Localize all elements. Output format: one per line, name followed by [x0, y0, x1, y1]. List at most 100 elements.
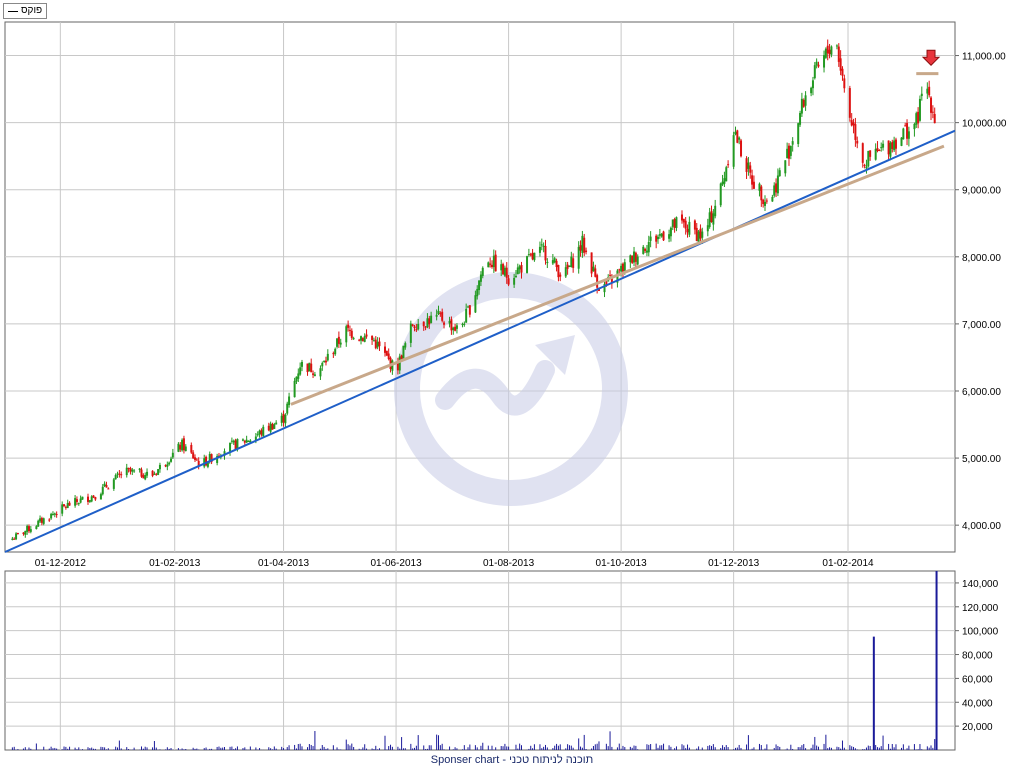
candle-body [385, 350, 388, 356]
candle-body [826, 45, 829, 54]
legend[interactable]: פוקס [3, 3, 48, 19]
candle-body [618, 269, 621, 271]
candle-body [695, 227, 698, 241]
candle-body [623, 262, 626, 273]
candle-body [786, 148, 789, 159]
candle-body [428, 318, 431, 325]
candle-body [234, 440, 237, 449]
candle-body [387, 353, 390, 360]
candle-body [260, 430, 263, 435]
candle-body [917, 111, 920, 124]
candle-body [26, 525, 29, 532]
candle-body [15, 533, 18, 540]
candle-body [533, 252, 536, 261]
candle-body [210, 454, 213, 463]
candle-body [413, 326, 416, 328]
candle-body [784, 160, 787, 174]
candle-body [345, 326, 348, 343]
volume-y-tick-label: 60,000 [962, 674, 993, 685]
candle-body [867, 150, 870, 167]
candle-body [893, 140, 896, 151]
candle-body [166, 464, 169, 467]
candle-body [787, 145, 790, 159]
candle-body [649, 236, 652, 241]
candle-body [655, 235, 658, 242]
candle-body [269, 423, 272, 432]
candle-body [55, 514, 58, 516]
candle-body [468, 305, 471, 315]
volume-y-tick-label: 80,000 [962, 651, 993, 662]
candle-body [350, 330, 353, 338]
x-tick-label: 01-12-2012 [35, 558, 87, 569]
candle-body [321, 363, 324, 367]
candle-body [465, 308, 468, 323]
candle-body [223, 451, 226, 456]
candle-body [564, 267, 567, 277]
candle-body [42, 518, 45, 524]
candle-body [662, 231, 665, 241]
candle-body [791, 141, 794, 145]
candle-body [461, 324, 464, 326]
candle-body [799, 113, 802, 125]
candle-body [904, 125, 907, 127]
candle-body [557, 264, 560, 278]
candle-body [810, 87, 813, 94]
candle-body [529, 254, 532, 256]
candle-body [463, 323, 466, 325]
candle-body [889, 142, 892, 157]
candle-body [284, 414, 287, 424]
candle-body [671, 219, 674, 227]
candle-body [633, 251, 636, 263]
y-tick-label: 10,000.00 [962, 119, 1007, 130]
candle-body [365, 334, 368, 337]
candle-body [417, 323, 420, 330]
candle-body [566, 264, 569, 269]
candle-body [930, 97, 933, 113]
candle-body [337, 336, 340, 344]
candle-body [734, 131, 737, 135]
candle-body [197, 460, 200, 467]
candle-body [657, 236, 660, 240]
candle-body [714, 205, 717, 217]
legend-label: פוקס [21, 5, 43, 16]
candle-body [171, 452, 174, 458]
candle-body [900, 137, 903, 146]
candle-body [660, 233, 663, 237]
candle-body [402, 345, 405, 360]
candle-body [142, 475, 145, 479]
candle-body [668, 234, 671, 239]
candle-body [712, 213, 715, 225]
candle-body [594, 268, 597, 277]
candle-body [334, 348, 337, 355]
candle-body [426, 318, 429, 328]
candle-body [94, 497, 97, 500]
candle-body [811, 80, 814, 89]
candle-body [164, 465, 167, 467]
candle-body [732, 135, 735, 167]
candle-body [789, 145, 792, 156]
candle-body [168, 462, 171, 465]
candle-body [933, 113, 936, 124]
candles [11, 39, 936, 541]
candle-body [721, 181, 724, 185]
y-tick-label: 5,000.00 [962, 454, 1001, 465]
candle-body [66, 502, 69, 509]
candle-body [762, 199, 765, 205]
candle-body [360, 336, 363, 341]
candle-body [684, 220, 687, 229]
candle-body [597, 288, 600, 291]
x-tick-label: 01-02-2013 [149, 558, 201, 569]
candle-body [902, 128, 905, 140]
footer-sponsor: Sponser chart - תוכנה לניתוח טכני [430, 754, 594, 766]
candle-body [723, 178, 726, 184]
candle-body [372, 340, 375, 342]
candle-body [634, 252, 637, 262]
candle-body [778, 170, 781, 176]
candle-body [555, 260, 558, 268]
candle-body [374, 339, 377, 349]
candle-body [526, 256, 529, 273]
candle-body [701, 231, 704, 238]
candle-body [35, 526, 38, 530]
candle-body [850, 120, 853, 126]
candle-body [518, 266, 521, 270]
